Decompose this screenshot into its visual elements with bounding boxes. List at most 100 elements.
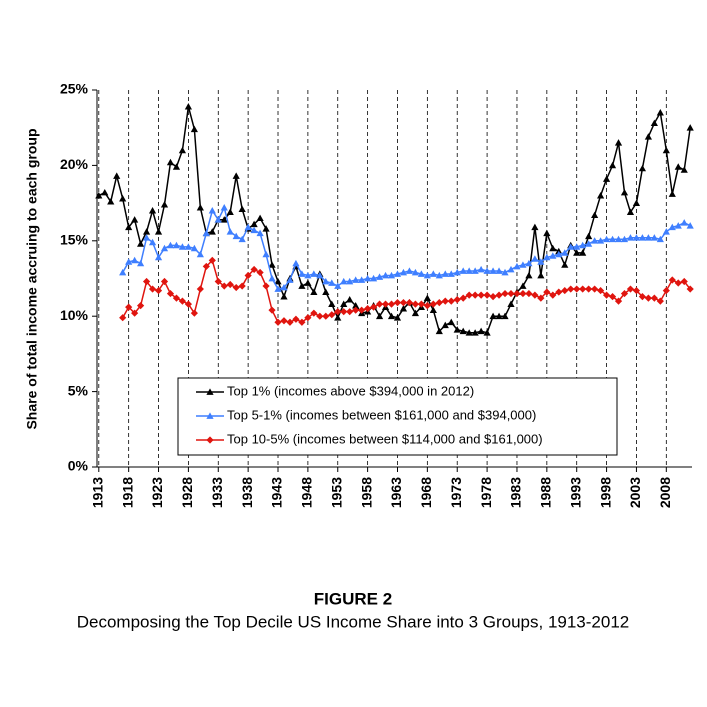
data-point — [256, 214, 264, 222]
data-point — [632, 286, 641, 295]
data-point — [411, 268, 420, 276]
data-point — [208, 228, 216, 235]
data-point — [393, 299, 402, 307]
data-point — [519, 282, 527, 289]
data-point — [334, 314, 342, 321]
data-point — [680, 166, 688, 173]
data-point — [543, 229, 551, 237]
data-point — [626, 285, 635, 293]
data-point — [543, 253, 551, 261]
data-point — [441, 321, 449, 329]
data-point — [537, 258, 545, 265]
data-point — [543, 288, 551, 296]
data-point — [489, 312, 497, 320]
data-point — [154, 253, 163, 261]
data-point — [447, 318, 455, 326]
x-tick-label: 1953 — [328, 477, 344, 508]
data-point — [352, 276, 360, 283]
data-point — [184, 102, 193, 110]
y-tick-label: 25% — [60, 81, 89, 97]
data-point — [304, 271, 312, 279]
data-point — [250, 265, 258, 274]
data-point — [214, 216, 222, 223]
data-point — [483, 267, 491, 274]
data-point — [561, 249, 569, 256]
x-tick-label: 1963 — [388, 477, 404, 508]
data-point — [477, 265, 485, 273]
data-point — [435, 299, 443, 307]
data-point — [387, 300, 396, 308]
data-point — [148, 207, 157, 214]
data-point — [513, 289, 521, 298]
data-point — [501, 312, 509, 320]
data-point — [573, 249, 581, 256]
data-point — [125, 303, 133, 311]
data-point — [447, 297, 455, 305]
data-point — [322, 312, 330, 320]
data-point — [680, 219, 688, 226]
data-point — [125, 258, 133, 265]
data-point — [579, 285, 587, 293]
x-tick-label: 1948 — [299, 477, 315, 508]
data-point — [656, 109, 664, 116]
y-tick-label: 0% — [68, 458, 89, 474]
data-point — [668, 276, 676, 284]
data-point — [113, 172, 121, 179]
data-point — [393, 314, 402, 321]
data-point — [178, 243, 187, 250]
data-point — [662, 228, 670, 235]
data-point — [411, 309, 420, 317]
data-point — [274, 277, 282, 285]
data-point — [656, 297, 664, 305]
data-point — [154, 286, 163, 295]
data-point — [596, 237, 605, 244]
data-point — [585, 285, 593, 293]
legend-label: Top 1% (incomes above $394,000 in 2012) — [227, 383, 474, 398]
data-point — [166, 158, 175, 166]
data-point — [608, 292, 617, 301]
data-point — [387, 312, 396, 320]
data-point — [178, 146, 187, 154]
data-point — [525, 259, 533, 267]
data-point — [316, 312, 324, 320]
data-point — [202, 262, 210, 271]
data-point — [131, 309, 139, 317]
data-point — [686, 222, 694, 229]
data-point — [429, 300, 437, 308]
legend-marker — [206, 388, 214, 395]
data-point — [346, 308, 354, 316]
y-tick-label: 5% — [68, 382, 89, 398]
data-point — [226, 280, 234, 289]
data-point — [220, 204, 228, 211]
y-tick-label: 10% — [60, 307, 89, 323]
data-point — [310, 309, 318, 317]
data-point — [632, 234, 641, 241]
data-point — [250, 226, 258, 234]
data-point — [429, 270, 437, 277]
data-point — [364, 305, 372, 313]
data-point — [131, 216, 139, 223]
data-point — [292, 259, 300, 267]
x-tick-label: 1968 — [418, 477, 434, 508]
data-point — [620, 289, 629, 298]
data-point — [298, 270, 306, 277]
data-point — [405, 267, 414, 274]
data-point — [137, 259, 145, 267]
data-point — [214, 277, 222, 286]
data-point — [202, 229, 210, 237]
data-point — [119, 314, 127, 322]
data-point — [310, 288, 318, 295]
data-point — [375, 312, 384, 320]
data-point — [555, 250, 563, 258]
data-point — [220, 282, 228, 290]
data-point — [465, 291, 473, 299]
data-point — [453, 296, 461, 304]
data-point — [608, 161, 617, 169]
data-point — [429, 306, 437, 314]
series-line — [98, 106, 691, 334]
data-point — [280, 292, 288, 300]
data-point — [591, 237, 599, 244]
chart-subtitle: Decomposing the Top Decile US Income Sha… — [77, 612, 630, 631]
x-tick-label: 1998 — [597, 477, 613, 508]
series-line — [122, 258, 691, 324]
